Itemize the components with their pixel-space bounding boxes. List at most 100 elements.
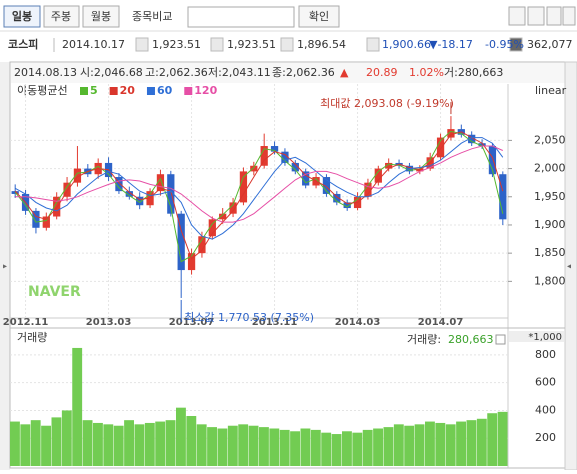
volume-bar [93, 422, 103, 466]
candle-body [478, 143, 486, 147]
info-change: 20.89 [366, 66, 398, 79]
x-tick-label: 2013.11 [252, 317, 298, 328]
x-tick-label: 2014.03 [335, 317, 381, 328]
volume-bar [425, 421, 435, 466]
candle-body [468, 134, 476, 144]
compare-input[interactable] [187, 6, 295, 28]
candle-body [136, 196, 144, 206]
candle-body [208, 219, 216, 237]
button-label[interactable]: 일봉 [12, 9, 32, 23]
y-tick-label: 600 [535, 376, 556, 389]
candle-body [115, 177, 123, 192]
button-label[interactable]: 주봉 [51, 10, 71, 23]
volume-bar [310, 429, 321, 466]
candle-body [73, 168, 82, 183]
y-tick-label: 800 [535, 348, 556, 361]
unit-box [509, 331, 564, 342]
y-tick-label: 1,900 [534, 218, 566, 231]
ma-line [15, 145, 503, 223]
candle-body [447, 129, 455, 138]
candle-body [177, 213, 185, 271]
volume-bar [487, 413, 498, 466]
volume-bar [124, 420, 134, 466]
volume-bar [103, 424, 114, 466]
y-tick-label: 1,950 [534, 190, 566, 203]
candle-body [291, 162, 299, 172]
candle-body [385, 162, 393, 169]
volume-bar [321, 432, 332, 466]
volume-bar [248, 425, 259, 466]
y-tick-label: 1,850 [534, 246, 566, 259]
volume-bar [342, 431, 352, 466]
tool-icons [508, 6, 576, 26]
close-icon[interactable] [495, 334, 506, 345]
legend-swatch [146, 87, 155, 95]
candle-body [42, 216, 50, 228]
volume-current-value: 280,663 [448, 333, 494, 346]
ma-line [14, 137, 504, 240]
volume-bar [72, 347, 83, 466]
info-close: 종:2,062.36 [272, 66, 335, 79]
button[interactable] [82, 5, 120, 28]
volume-unit: *1,000 [528, 332, 562, 343]
volume-bar [134, 424, 145, 466]
button[interactable] [298, 5, 340, 28]
volume-bar [82, 420, 93, 466]
candle-body [53, 196, 61, 217]
candle-body [374, 168, 382, 183]
button-label[interactable]: 월봉 [91, 10, 111, 23]
scale-label: linear [535, 84, 567, 97]
legend-swatch [184, 87, 193, 95]
quote-open: 1,923.51 [152, 38, 201, 51]
volume-bar [279, 429, 290, 466]
volume-bar [362, 429, 373, 466]
y-tick-label: 400 [535, 403, 556, 416]
quote-change: ▼-18.17 [429, 38, 473, 51]
tool-icon[interactable] [546, 6, 562, 26]
tool-icon[interactable] [508, 6, 526, 26]
volume-bar [207, 427, 217, 466]
volume-bar [393, 424, 404, 466]
compare-label: 종목비교 [132, 10, 172, 23]
candle-body [32, 210, 40, 228]
candle-body [187, 253, 196, 271]
volume-bar [290, 431, 300, 466]
handle-arrow[interactable]: ▸ [3, 262, 7, 271]
volume-bar [383, 427, 394, 466]
volume-bar [466, 420, 477, 466]
candle-body [436, 137, 445, 158]
volume-bar [10, 421, 20, 466]
candle-body [239, 171, 248, 203]
annotation: 최대값 2,093.08 (-9.19%) [320, 97, 454, 110]
candle-body [270, 146, 279, 152]
quote-icon [135, 37, 149, 52]
volume-current-label: 거래량: [407, 333, 441, 346]
x-tick-label: 2013.07 [169, 317, 215, 328]
candle-body [322, 177, 331, 194]
button[interactable] [3, 5, 41, 28]
quote-icons [135, 37, 523, 52]
candle-body [229, 202, 237, 214]
scroll-arrow[interactable]: ◂ [567, 262, 571, 271]
info-arrow: ▲ [340, 66, 349, 79]
tool-icon[interactable] [527, 6, 545, 26]
left-handle[interactable] [0, 62, 10, 470]
legend-swatch [80, 87, 88, 95]
button-label[interactable]: 확인 [309, 10, 329, 23]
x-tick-label: 2012.11 [3, 317, 49, 328]
legend-swatch [109, 87, 118, 95]
volume-bar [41, 425, 51, 466]
info-change-pct: 1.02% [409, 66, 444, 79]
volume-bar [217, 428, 228, 466]
candle-body [125, 191, 133, 197]
annotation: 최소값 1,770.53 (7.35%) [184, 311, 314, 324]
y-tick-label: 2,050 [534, 133, 566, 146]
quote-icon [210, 37, 224, 52]
tool-icon[interactable] [562, 6, 576, 26]
candle-body [198, 236, 206, 254]
volume-bar [176, 407, 186, 466]
info-high: 고:2,062.36 [145, 66, 208, 79]
button[interactable] [43, 5, 80, 28]
volume-bar [414, 424, 425, 466]
quote-close: 1,900.66 [382, 38, 431, 51]
